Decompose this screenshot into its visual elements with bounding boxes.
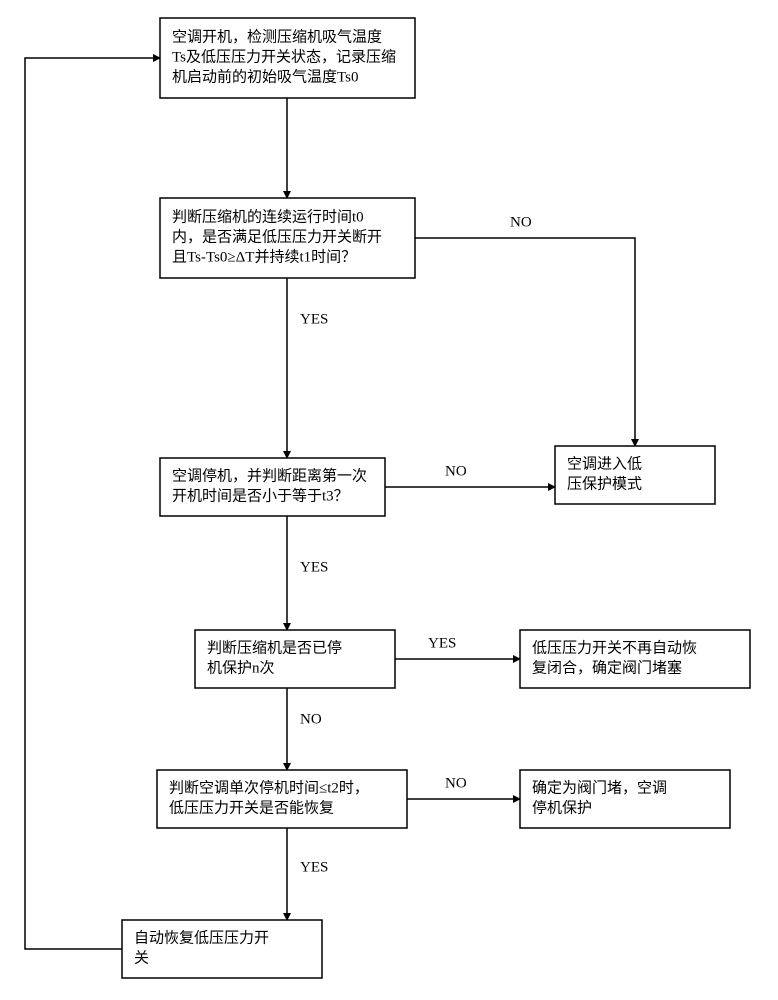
flow-node: 判断压缩机是否已停机保护n次: [195, 630, 395, 688]
node-text-line: 低压压力开关不再自动恢: [532, 639, 697, 656]
node-text-line: 空调进入低: [567, 455, 642, 472]
edge-label: YES: [300, 559, 328, 575]
node-text-line: 关: [134, 949, 149, 966]
flowchart-canvas: YES NO YES NO YES NO NO YES 空调开机，检测压缩机吸气温度 Ts及低压压…: [0, 0, 778, 1000]
edge-label: NO: [445, 463, 467, 479]
edge-label: NO: [510, 214, 532, 230]
node-text-line: 机启动前的初始吸气温度Ts0: [172, 68, 358, 85]
flow-node: 判断压缩机的连续运行时间t0 内，是否满足低压压力开关断开且Ts-Ts0≥ΔT并持…: [160, 198, 415, 278]
node-text-line: 判断空调单次停机时间≤t2时，: [169, 779, 369, 796]
flow-edge: [25, 58, 160, 949]
flow-node: 空调进入低压保护模式: [555, 446, 715, 504]
node-text-line: 压保护模式: [567, 475, 642, 492]
node-text-line: 停机保护: [532, 799, 592, 816]
flow-node: 自动恢复低压压力开关: [122, 920, 322, 978]
node-text-line: 确定为阀门堵，空调: [532, 779, 667, 796]
flow-node: 确定为阀门堵，空调停机保护: [520, 770, 730, 828]
node-text-line: 低压压力开关是否能恢复: [169, 798, 334, 816]
node-text-line: Ts及低压压力开关状态，记录压缩: [172, 48, 396, 65]
edge-label: YES: [428, 635, 456, 651]
flow-node: 空调停机，并判断距离第一次开机时间是否小于等于t3？: [160, 458, 385, 516]
node-text-line: 开机时间是否小于等于t3？: [172, 486, 349, 504]
node-text-line: 判断压缩机的连续运行时间t0: [172, 208, 364, 225]
node-text-line: 自动恢复低压压力开: [134, 928, 269, 946]
edge-label: YES: [300, 311, 328, 327]
flow-edge: [415, 238, 635, 446]
node-text-line: 内，是否满足低压压力开关断开: [172, 228, 382, 245]
node-text-line: 判断压缩机是否已停: [207, 639, 342, 656]
edge-label: YES: [300, 859, 328, 875]
flow-node: 空调开机，检测压缩机吸气温度 Ts及低压压力开关状态，记录压缩机启动前的初始吸气温…: [160, 18, 415, 98]
node-text-line: 机保护n次: [207, 659, 275, 676]
node-text-line: 空调开机，检测压缩机吸气温度: [172, 28, 382, 45]
node-text-line: 且Ts-Ts0≥ΔT并持续t1时间？: [172, 248, 356, 265]
flow-node: 低压压力开关不再自动恢复闭合，确定阀门堵塞: [520, 630, 750, 688]
node-text-line: 复闭合，确定阀门堵塞: [532, 658, 682, 676]
flow-node: 判断空调单次停机时间≤t2时， 低压压力开关是否能恢复: [157, 770, 407, 828]
node-text-line: 空调停机，并判断距离第一次: [172, 466, 367, 484]
edge-label: NO: [445, 775, 467, 791]
edge-label: NO: [300, 711, 322, 727]
